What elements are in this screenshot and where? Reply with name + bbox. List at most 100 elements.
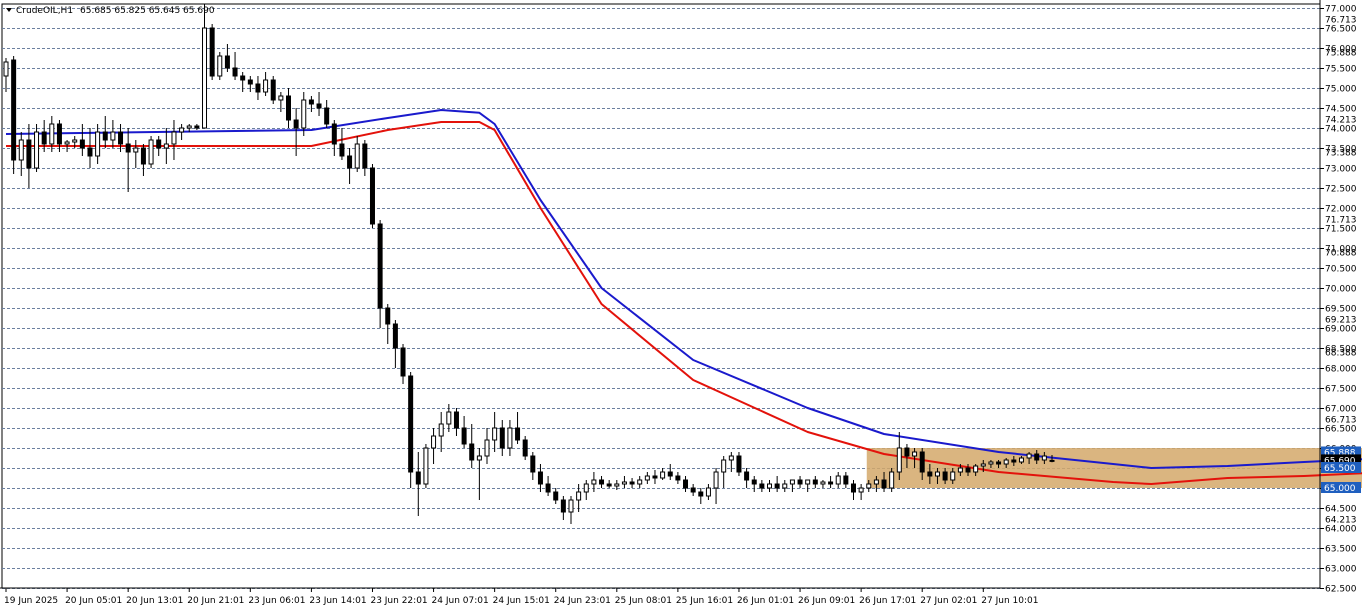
time-tick-label: 19 Jun 2025 bbox=[4, 596, 58, 606]
candle-body-bullish bbox=[95, 131, 101, 157]
candle bbox=[713, 468, 719, 504]
price-level-label: 64.213 bbox=[1325, 515, 1357, 525]
candle-body-bullish bbox=[873, 479, 879, 485]
candle-body-bullish bbox=[64, 141, 70, 145]
candle-body-bearish bbox=[629, 481, 635, 485]
candle-body-bearish bbox=[599, 479, 605, 485]
candle bbox=[812, 476, 818, 488]
candle bbox=[950, 468, 956, 484]
candle bbox=[278, 92, 284, 112]
candle bbox=[728, 452, 734, 472]
candle bbox=[736, 452, 742, 476]
candle bbox=[263, 72, 269, 96]
candle-body-bullish bbox=[568, 499, 574, 513]
price-level-label: 74.213 bbox=[1325, 115, 1357, 125]
time-tick-label: 25 Jun 16:01 bbox=[676, 596, 733, 606]
candle-body-bearish bbox=[308, 99, 314, 105]
candle bbox=[49, 116, 55, 152]
candle-body-bullish bbox=[767, 483, 773, 489]
candle-body-bullish bbox=[186, 125, 192, 129]
candle-body-bearish bbox=[996, 461, 1002, 465]
candle bbox=[171, 120, 177, 160]
price-tag: 65.690 bbox=[1321, 454, 1361, 466]
candle-body-bullish bbox=[1026, 453, 1032, 459]
candle bbox=[843, 472, 849, 488]
candle-body-bullish bbox=[583, 483, 589, 493]
candle-body-bearish bbox=[797, 479, 803, 485]
candle bbox=[744, 468, 750, 488]
candle bbox=[858, 484, 864, 500]
price-level-label: 73.388 bbox=[1325, 148, 1357, 158]
candle-body-bullish bbox=[866, 483, 872, 489]
candle-body-bullish bbox=[34, 131, 40, 169]
candle bbox=[759, 480, 765, 492]
candle-body-bullish bbox=[637, 479, 643, 485]
candle bbox=[866, 480, 872, 492]
candle bbox=[476, 448, 482, 500]
candle-body-bullish bbox=[934, 471, 940, 477]
candle-body-bearish bbox=[515, 427, 521, 441]
candle-body-bearish bbox=[530, 455, 536, 473]
candle-body-bearish bbox=[79, 139, 85, 149]
price-tick-label: 69.500 bbox=[1325, 305, 1357, 315]
candle bbox=[927, 464, 933, 484]
candle bbox=[973, 464, 979, 476]
candle bbox=[415, 452, 421, 516]
candle-body-bullish bbox=[301, 99, 307, 129]
triangle-down-icon[interactable] bbox=[6, 8, 12, 12]
candle bbox=[912, 448, 918, 468]
candle bbox=[904, 444, 910, 468]
candle-body-bearish bbox=[812, 479, 818, 485]
candle-body-bearish bbox=[316, 103, 322, 109]
time-tick-label: 23 Jun 14:01 bbox=[309, 596, 366, 606]
candle bbox=[324, 100, 330, 128]
price-axis[interactable]: 77.000 76.500 76.000 75.500 75.000 74.500 74.0… bbox=[1319, 0, 1361, 595]
candle bbox=[789, 479, 795, 492]
candle bbox=[156, 136, 162, 156]
price-tick-label: 75.000 bbox=[1325, 85, 1357, 95]
candle-body-bearish bbox=[942, 471, 948, 481]
candle-body-bearish bbox=[683, 479, 689, 489]
candle-body-bearish bbox=[87, 147, 93, 157]
candle-body-bullish bbox=[263, 79, 269, 93]
price-tag-label: 65.690 bbox=[1324, 456, 1356, 466]
time-tick-label: 20 Jun 21:01 bbox=[187, 596, 244, 606]
candle bbox=[247, 76, 253, 92]
candle-body-bearish bbox=[965, 467, 971, 473]
candle-body-bullish bbox=[423, 447, 429, 485]
price-level-label: 69.213 bbox=[1325, 315, 1357, 325]
time-axis[interactable]: 19 Jun 2025 20 Jun 05:01 20 Jun 13:01 20 Ju… bbox=[0, 587, 1320, 606]
candle bbox=[438, 412, 444, 452]
candle-body-bearish bbox=[774, 483, 780, 489]
candle bbox=[675, 472, 681, 484]
price-tick-label: 73.500 bbox=[1325, 145, 1357, 155]
candle bbox=[530, 452, 536, 480]
candle bbox=[751, 476, 757, 492]
time-tick-label: 24 Jun 23:01 bbox=[554, 596, 611, 606]
candle bbox=[118, 124, 124, 152]
candle bbox=[293, 108, 299, 156]
candle-body-bullish bbox=[278, 95, 284, 101]
candle-body-bearish bbox=[255, 83, 261, 93]
price-tag-label: 65.000 bbox=[1324, 484, 1356, 494]
time-tick-label: 27 Jun 02:01 bbox=[920, 596, 977, 606]
candle bbox=[148, 136, 154, 168]
price-level-label: 70.888 bbox=[1325, 248, 1357, 258]
candle bbox=[331, 120, 337, 156]
candle-body-bullish bbox=[133, 147, 139, 153]
candle-body-bearish bbox=[408, 375, 414, 473]
candle bbox=[26, 124, 32, 188]
price-tick-label: 70.500 bbox=[1325, 265, 1357, 275]
candle-body-bullish bbox=[713, 471, 719, 489]
candle bbox=[446, 404, 452, 432]
price-tick-label: 70.000 bbox=[1325, 285, 1357, 295]
candle-body-bearish bbox=[400, 347, 406, 377]
candle-body-bullish bbox=[476, 455, 482, 461]
candle bbox=[934, 468, 940, 484]
candle bbox=[240, 72, 246, 92]
candle-body-bearish bbox=[140, 147, 146, 165]
candle-body-bullish bbox=[805, 479, 811, 485]
candle bbox=[423, 444, 429, 488]
candle-body-bearish bbox=[560, 499, 566, 513]
